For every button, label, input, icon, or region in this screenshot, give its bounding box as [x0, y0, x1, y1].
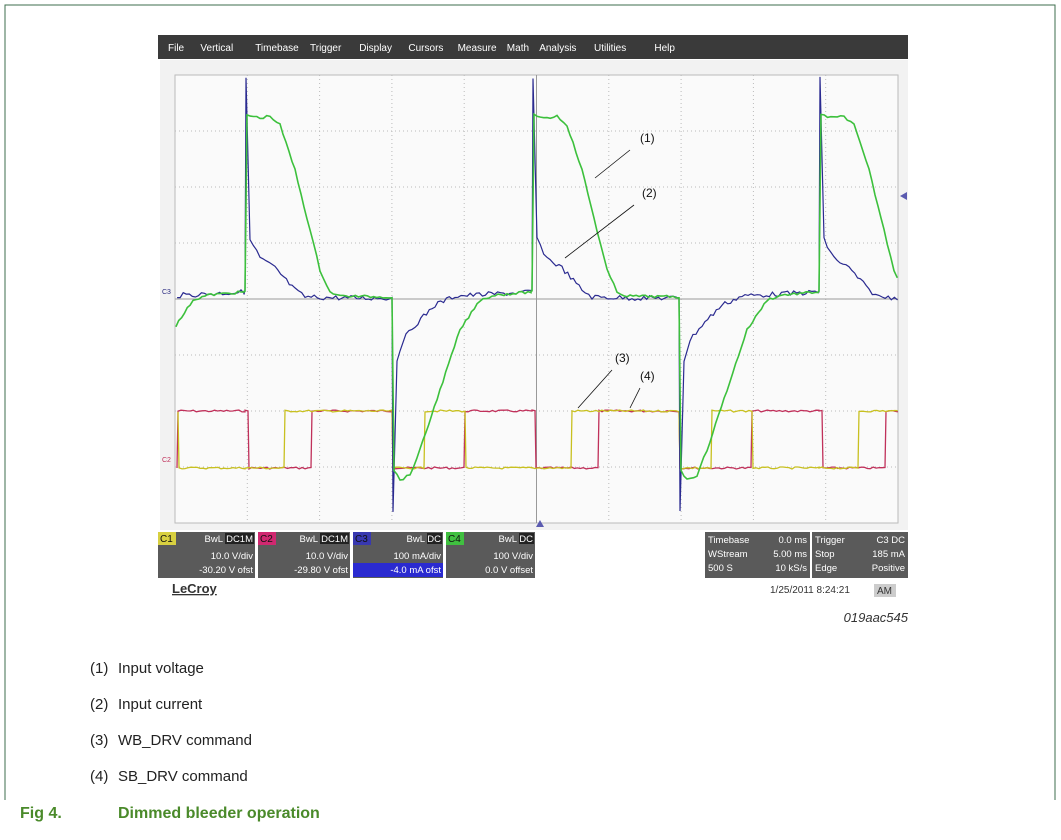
- menu-item: Utilities: [594, 43, 626, 54]
- trigger-key: Edge: [815, 563, 837, 574]
- caption-text: Dimmed bleeder operation: [118, 805, 320, 822]
- status-boxes: Timebase 0.0 ms WStream 5.00 ms 500 S 10 kS/s…: [705, 532, 908, 578]
- legend-text: SB_DRV command: [118, 768, 248, 785]
- menu-item: Analysis: [539, 43, 576, 54]
- callout-label: (4): [640, 369, 655, 383]
- menu-item: Display: [359, 43, 392, 54]
- channel-scale: 10.0 V/div: [211, 551, 253, 562]
- legend-text: Input current: [118, 696, 203, 713]
- figure: File Vertical Timebase Trigger Display Cursor…: [0, 0, 1061, 835]
- menu-item: Vertical: [200, 43, 233, 54]
- trace-marker: C3: [162, 289, 171, 296]
- callout-label: (1): [640, 131, 655, 145]
- menu-item: Math: [507, 43, 529, 54]
- legend-text: WB_DRV command: [118, 732, 252, 749]
- timebase-value: 0.0 ms: [778, 535, 807, 546]
- channel-scale: 100 mA/div: [393, 551, 441, 562]
- channel-bwl: BwL: [300, 534, 318, 545]
- legend-text: Input voltage: [118, 660, 204, 677]
- menu-item: Timebase: [255, 43, 299, 54]
- figure-id: 019aac545: [844, 610, 909, 625]
- trigger-value: C3 DC: [876, 535, 905, 546]
- timebase-key: Timebase: [708, 535, 749, 546]
- channel-name: C4: [448, 534, 461, 545]
- menu-item: Help: [654, 43, 675, 54]
- trigger-value: 185 mA: [872, 549, 905, 560]
- trigger-value: Positive: [872, 563, 905, 574]
- channel-offset: 0.0 V offset: [485, 565, 533, 576]
- channel-coupling: DC: [519, 534, 533, 545]
- menu-item: Cursors: [408, 43, 443, 54]
- legend-key: (1): [90, 660, 108, 677]
- channel-offset: -30.20 V ofst: [199, 565, 253, 576]
- timestamp: 1/25/2011 8:24:21: [770, 585, 850, 596]
- channel-scale: 100 V/div: [493, 551, 533, 562]
- timebase-value: 5.00 ms: [773, 549, 807, 560]
- trace-marker: C2: [162, 457, 171, 464]
- channel-name: C2: [260, 534, 273, 545]
- legend-key: (3): [90, 732, 108, 749]
- trigger-key: Trigger: [815, 535, 845, 546]
- menu-item: Trigger: [310, 43, 342, 54]
- menu-item: File: [168, 43, 185, 54]
- menu-item: Measure: [458, 43, 497, 54]
- trigger-key: Stop: [815, 549, 835, 560]
- caption-label: Fig 4.: [20, 805, 62, 822]
- callout-label: (3): [615, 351, 630, 365]
- channel-bwl: BwL: [205, 534, 223, 545]
- channel-coupling: DC1M: [226, 534, 253, 545]
- channel-bwl: BwL: [407, 534, 425, 545]
- callout-label: (2): [642, 186, 657, 200]
- channel-bwl: BwL: [499, 534, 517, 545]
- channel-offset: -29.80 V ofst: [294, 565, 348, 576]
- legend-key: (4): [90, 768, 108, 785]
- ampm: AM: [877, 586, 892, 597]
- timebase-key: 500 S: [708, 563, 733, 574]
- channel-coupling: DC: [427, 534, 441, 545]
- channel-coupling: DC1M: [321, 534, 348, 545]
- brand: LeCroy: [172, 581, 218, 596]
- legend-key: (2): [90, 696, 108, 713]
- legend: (1) Input voltage (2) Input current (3) WB_DR…: [90, 660, 252, 785]
- timebase-key: WStream: [708, 549, 748, 560]
- channel-name: C3: [355, 534, 368, 545]
- channel-scale: 10.0 V/div: [306, 551, 348, 562]
- channel-name: C1: [160, 534, 173, 545]
- timebase-value: 10 kS/s: [775, 563, 807, 574]
- channel-offset: -4.0 mA ofst: [390, 565, 441, 576]
